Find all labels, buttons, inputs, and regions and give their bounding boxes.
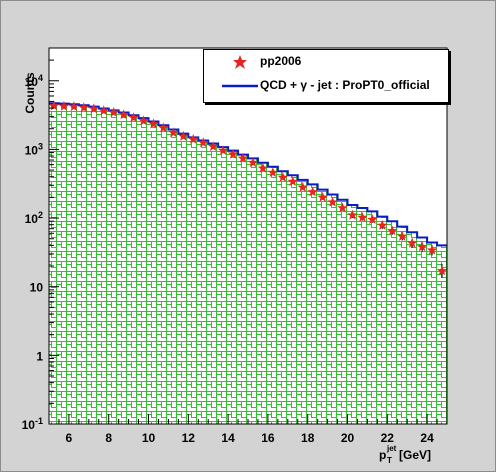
y-tick-label: 103 (25, 141, 43, 157)
y-tick-label: 102 (25, 210, 43, 226)
x-tick-label: 14 (221, 431, 235, 445)
data-point-star (128, 112, 139, 123)
legend-item-pp2006: pp2006 (204, 50, 448, 74)
data-point-star (406, 237, 418, 248)
data-point-star (317, 191, 328, 202)
legend-label: pp2006 (260, 54, 302, 68)
data-point-star (287, 176, 298, 186)
x-axis-label-unit: [GeV] (399, 448, 431, 462)
x-tick-label: 10 (142, 431, 156, 445)
data-point-star (436, 265, 448, 276)
x-tick-label: 20 (341, 431, 355, 445)
data-point-star (387, 225, 398, 236)
series-qcd-step-line (49, 102, 447, 247)
data-point-star (148, 118, 159, 129)
data-point-star (267, 167, 279, 177)
legend-label: QCD + γ - jet : ProPT0_official (260, 78, 430, 92)
data-point-star (58, 100, 70, 111)
legend-star-marker-icon (233, 55, 247, 69)
data-point-star (337, 202, 348, 213)
data-point-star (188, 133, 199, 144)
data-point-star (98, 105, 109, 116)
data-point-star (377, 220, 388, 230)
data-point-star (397, 230, 408, 241)
legend: pp2006 QCD + γ - jet : ProPT0_official (203, 49, 449, 103)
data-point-star (297, 181, 308, 192)
data-point-star (416, 241, 428, 252)
y-tick-label: 104 (25, 73, 43, 89)
data-point-star (307, 186, 318, 197)
data-point-star (138, 115, 149, 126)
data-point-star (88, 103, 99, 114)
data-point-star (168, 127, 179, 138)
x-tick-label: 16 (261, 431, 275, 445)
data-point-star (217, 145, 229, 156)
y-tick-label: 1 (36, 349, 43, 363)
data-point-star (426, 244, 438, 255)
data-point-star (78, 102, 90, 113)
x-axis-label-sub: T (387, 456, 392, 465)
legend-item-qcd: QCD + γ - jet : ProPT0_official (204, 74, 448, 98)
y-axis-label: Counts (23, 72, 37, 114)
data-point-star (108, 107, 119, 117)
x-tick-label: 18 (301, 431, 315, 445)
data-point-star (68, 101, 80, 112)
data-point-star (48, 100, 60, 111)
x-axis-label-p: p (379, 448, 386, 462)
x-tick-label: 6 (66, 431, 73, 445)
data-point-star (118, 109, 129, 120)
x-tick-label: 8 (105, 431, 112, 445)
x-tick-label: 12 (182, 431, 196, 445)
x-axis-label-sup: jet (386, 444, 397, 453)
data-point-star (158, 122, 169, 133)
y-tick-label: 10-1 (22, 416, 43, 432)
x-axis-label: p jet T [GeV] (379, 444, 431, 465)
data-point-star (207, 141, 219, 151)
legend-line-icon (222, 84, 258, 88)
data-point-star (367, 214, 378, 224)
data-point-star (178, 130, 189, 141)
x-tick-label: 22 (381, 431, 395, 445)
x-tick-label: 24 (420, 431, 434, 445)
data-point-star (247, 157, 259, 168)
data-point-star (198, 137, 209, 148)
data-point-star (237, 152, 249, 163)
data-point-star (327, 196, 338, 207)
data-point-star (257, 162, 269, 173)
data-point-star (347, 209, 358, 220)
mc-hatched-fill (49, 103, 447, 424)
y-tick-label: 10 (30, 281, 44, 295)
data-point-star (227, 148, 239, 159)
data-point-star (357, 212, 368, 222)
data-point-star (277, 172, 289, 182)
